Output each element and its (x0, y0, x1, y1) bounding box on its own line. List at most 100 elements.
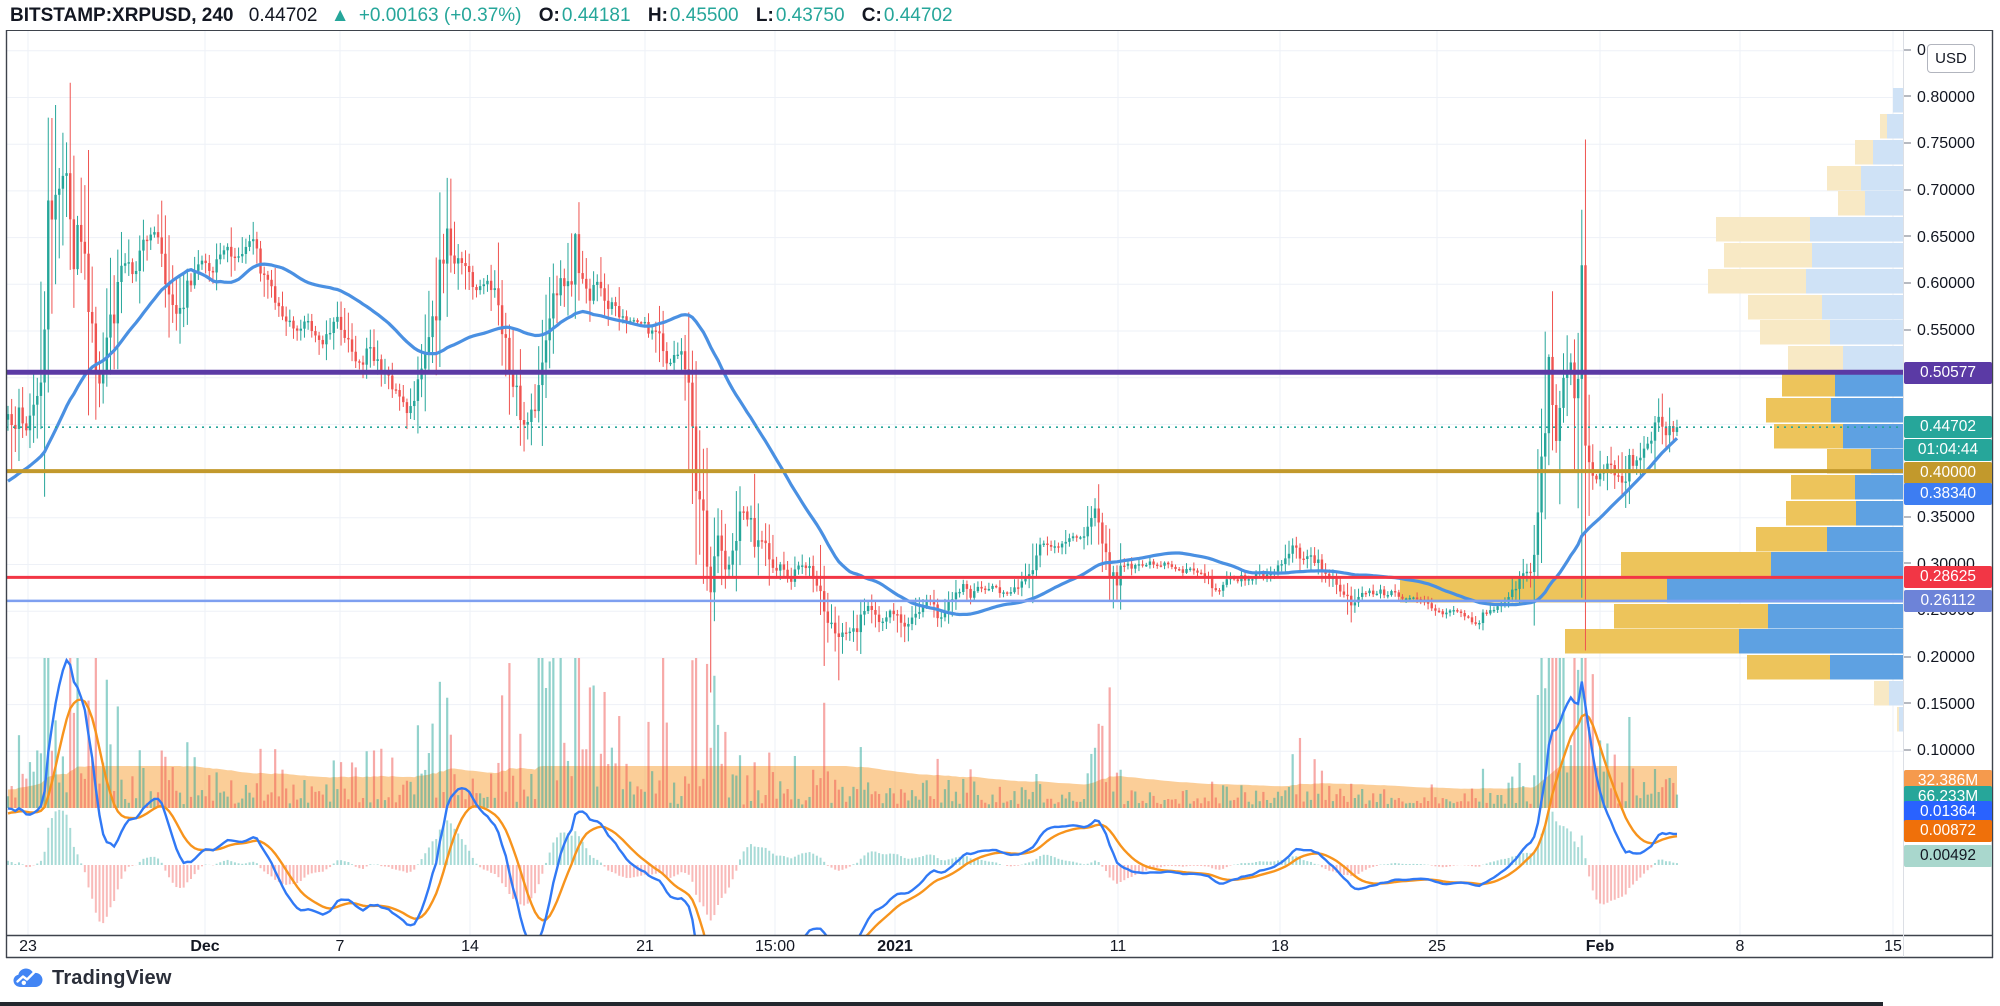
candle (921, 606, 925, 613)
candle (1335, 577, 1338, 585)
candle (303, 321, 306, 329)
candle (786, 569, 789, 579)
candle (1309, 555, 1313, 557)
candle (632, 320, 636, 322)
price-axis[interactable]: 0.850000.800000.750000.700000.650000.600… (1904, 30, 1994, 958)
candle (153, 232, 156, 235)
candle (544, 340, 548, 363)
candle (1002, 592, 1005, 594)
candle (1646, 443, 1649, 449)
candle (358, 361, 361, 363)
candle (826, 611, 830, 623)
high-label: H: (647, 5, 668, 26)
candle (1178, 569, 1181, 571)
candle (1558, 407, 1562, 441)
candle (1375, 593, 1379, 596)
candle (17, 407, 21, 429)
candle (874, 609, 877, 615)
candle (504, 334, 507, 338)
candle (1401, 596, 1404, 599)
candle (1467, 616, 1470, 618)
candle (32, 404, 35, 416)
candle (1247, 579, 1250, 581)
volume-profile-row-blue (1812, 243, 1903, 268)
candle (727, 564, 731, 570)
candle (1137, 564, 1141, 566)
volume-profile-row-blue (1855, 475, 1903, 500)
candle (724, 550, 727, 570)
candle (973, 591, 976, 598)
currency-toggle-button[interactable]: USD (1927, 44, 1975, 73)
tradingview-logo[interactable]: TradingView (12, 966, 172, 990)
candle (1192, 568, 1196, 571)
candle (1320, 559, 1324, 573)
candle (182, 307, 185, 310)
candle (1031, 570, 1034, 575)
low-value: 0.43750 (775, 5, 845, 26)
candle (855, 628, 859, 633)
candle (500, 305, 504, 335)
candle (1511, 589, 1514, 598)
candle (244, 246, 248, 254)
candle (1485, 612, 1488, 614)
candle (661, 333, 665, 352)
candle (1617, 475, 1620, 477)
candle (808, 565, 811, 569)
candle (998, 587, 1002, 594)
candle (497, 288, 500, 306)
candle (804, 565, 808, 569)
candle (328, 332, 332, 335)
candle (1551, 356, 1554, 406)
candle (1152, 561, 1155, 565)
candle (936, 604, 939, 619)
candle (1035, 555, 1038, 571)
candle (1474, 622, 1477, 624)
tradingview-cloud-icon (13, 968, 43, 987)
candle (1672, 426, 1675, 432)
candle (530, 409, 533, 423)
time-axis[interactable]: 23 Dec 7 14 21 15:00 2021 11 18 25 Feb 8 15 (0, 936, 1993, 958)
candle (1170, 564, 1174, 567)
candle (167, 284, 171, 295)
candle (270, 279, 273, 287)
candle (1595, 475, 1598, 480)
candle (127, 262, 130, 264)
candle (1108, 552, 1111, 577)
candle (1430, 603, 1433, 609)
candle (336, 316, 339, 322)
candle (28, 415, 32, 431)
candle (259, 248, 262, 274)
candle (574, 234, 577, 285)
candle (760, 540, 764, 542)
candle (478, 286, 482, 291)
candle (914, 613, 917, 618)
candle (1174, 566, 1177, 570)
candle (1068, 538, 1071, 542)
candle (1005, 592, 1009, 594)
candle (658, 331, 661, 334)
time-label: Feb (1585, 938, 1615, 955)
candle (1580, 265, 1583, 379)
candle (830, 622, 833, 625)
candle (288, 320, 292, 323)
candle (1675, 427, 1679, 433)
candle (1657, 416, 1660, 423)
currency-toggle-label: USD (1935, 50, 1967, 67)
candle (87, 253, 90, 312)
candle (1606, 463, 1609, 470)
macd-histogram (7, 809, 1678, 924)
time-label: 23 (19, 938, 37, 955)
candle (607, 300, 610, 309)
candle (775, 567, 778, 571)
candle (1269, 573, 1272, 576)
volume-profile-row-blue (1843, 346, 1903, 371)
candle (672, 355, 676, 363)
candle (618, 306, 621, 318)
candle (1379, 589, 1382, 594)
candle (1489, 610, 1492, 614)
price-tick: 0.20000 (1904, 649, 1975, 667)
volume-profile-row-blue (1830, 320, 1903, 345)
volume-profile-row-blue (1771, 552, 1903, 577)
candle (1057, 546, 1060, 548)
